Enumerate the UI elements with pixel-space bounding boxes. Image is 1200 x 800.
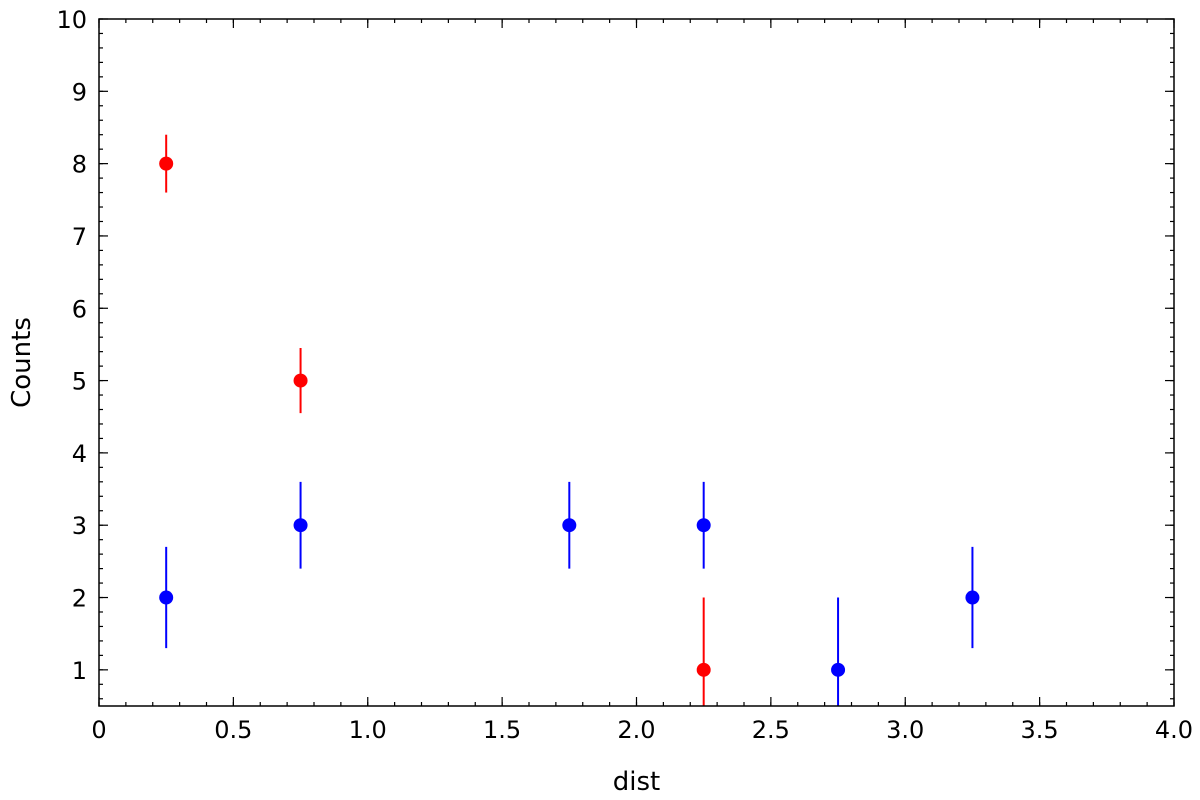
y-tick-label: 9 xyxy=(72,78,87,106)
y-tick-label: 2 xyxy=(72,585,87,613)
y-tick-label: 4 xyxy=(72,440,87,468)
data-point xyxy=(293,373,308,388)
major-ticks xyxy=(98,18,1175,706)
series-0 xyxy=(159,134,711,706)
y-tick-label: 5 xyxy=(72,368,87,396)
x-tick-label: 0 xyxy=(91,716,106,744)
y-tick-label: 7 xyxy=(72,223,87,251)
y-tick-label: 1 xyxy=(72,657,87,685)
x-tick-label: 3.5 xyxy=(1021,716,1059,744)
x-tick-label: 0.5 xyxy=(214,716,252,744)
x-tick-label: 4.0 xyxy=(1155,716,1193,744)
y-tick-label: 10 xyxy=(56,6,87,34)
y-tick-labels: 1 2 3 4 5 6 7 8 9 10 xyxy=(56,6,87,685)
plot-frame xyxy=(98,18,1175,707)
y-tick-label: 8 xyxy=(72,151,87,179)
x-tick-labels: 0 0.5 1.0 1.5 2.0 2.5 3.0 3.5 4.0 xyxy=(91,716,1193,744)
data-point xyxy=(293,518,308,533)
x-axis-label: dist xyxy=(613,767,660,797)
minor-ticks xyxy=(98,18,1175,706)
x-tick-label: 1.5 xyxy=(483,716,521,744)
y-tick-label: 3 xyxy=(72,512,87,540)
x-tick-label: 2.5 xyxy=(752,716,790,744)
data-point xyxy=(696,662,711,677)
x-tick-label: 1.0 xyxy=(349,716,387,744)
x-tick-label: 2.0 xyxy=(617,716,655,744)
x-tick-label: 3.0 xyxy=(886,716,924,744)
data-point xyxy=(965,590,980,605)
data-point xyxy=(159,590,174,605)
data-point xyxy=(562,518,577,533)
y-tick-label: 6 xyxy=(72,295,87,323)
data-point xyxy=(831,662,846,677)
y-axis-label: Counts xyxy=(7,317,37,408)
data-point xyxy=(696,518,711,533)
series-layer xyxy=(159,134,980,706)
data-point xyxy=(159,156,174,171)
series-1 xyxy=(159,481,980,706)
